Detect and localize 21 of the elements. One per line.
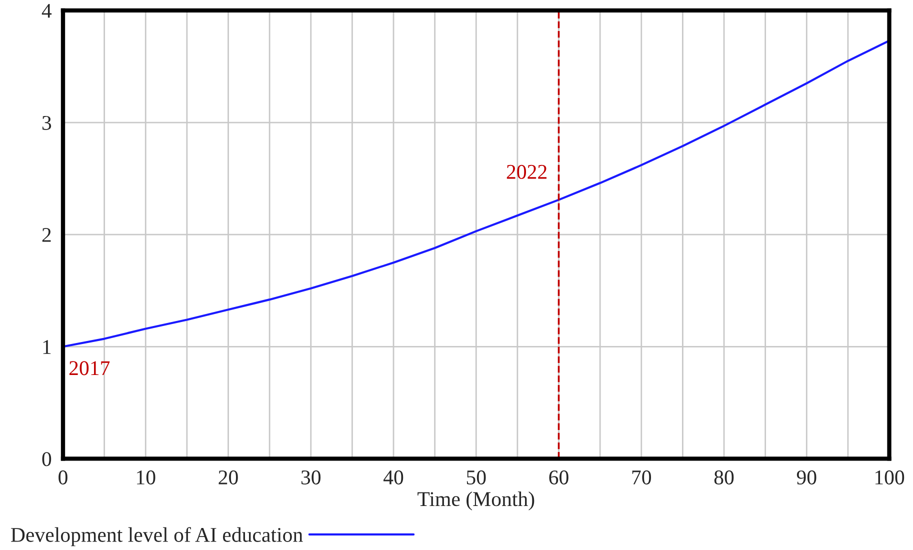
- x-tick-label: 40: [383, 470, 404, 484]
- x-tick-label: 50: [466, 470, 486, 484]
- x-tick-label: 70: [632, 470, 652, 484]
- y-tick-label: 0: [42, 452, 52, 466]
- x-tick-label: 30: [301, 470, 320, 484]
- legend-label: Development level of AI education: [11, 527, 303, 546]
- x-tick-label: 0: [58, 470, 68, 484]
- y-tick-label: 2: [42, 228, 51, 242]
- x-tick-label: 20: [218, 470, 238, 484]
- x-tick-label: 60: [549, 470, 568, 484]
- y-tick-label: 3: [42, 116, 52, 130]
- annotation: 2022: [506, 164, 546, 179]
- line-series: [62, 40, 890, 348]
- y-tick-label: 4: [42, 4, 52, 18]
- x-axis-title: Time (Month): [418, 491, 534, 510]
- y-tick-label: 1: [43, 340, 51, 354]
- annotation: 2017: [69, 361, 110, 376]
- x-tick-label: 90: [796, 470, 816, 484]
- x-tick-label: 80: [714, 470, 734, 484]
- x-tick-label: 100: [875, 470, 904, 484]
- x-tick-label: 10: [137, 470, 156, 484]
